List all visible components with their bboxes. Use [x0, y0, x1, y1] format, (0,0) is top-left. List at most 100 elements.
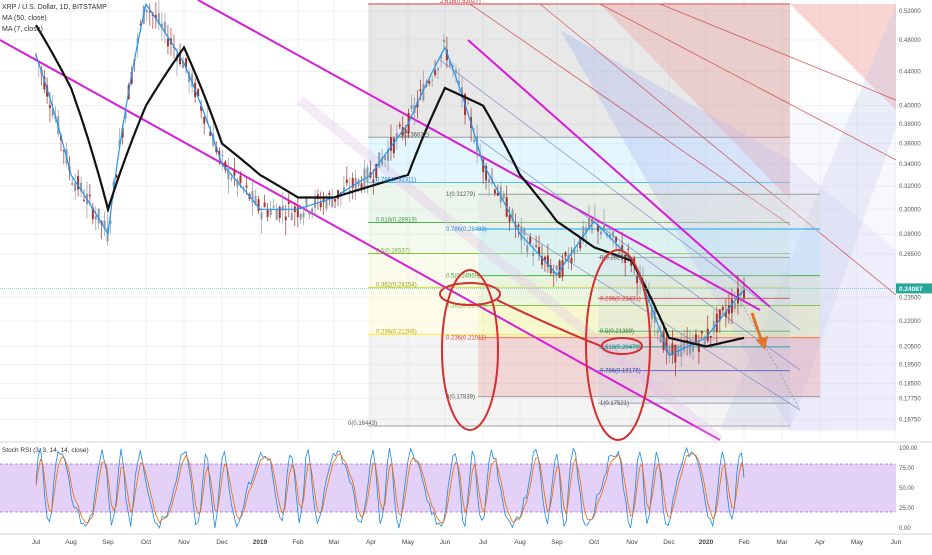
- projection-ray: [539, 3, 897, 296]
- candle-body: [743, 289, 745, 298]
- candle-body: [97, 208, 100, 224]
- annotation-ellipse-left: [441, 269, 499, 431]
- candle-body: [609, 234, 612, 239]
- candle-body: [431, 79, 434, 81]
- moving-averages: [35, 2, 745, 357]
- candle-body: [77, 175, 80, 190]
- candle-body: [182, 60, 185, 69]
- candle-body: [529, 237, 532, 244]
- candle-body: [254, 195, 257, 205]
- candle-body: [691, 342, 694, 352]
- candle-body: [535, 245, 538, 247]
- price-tick-label: 0.52000: [899, 9, 921, 15]
- candle-body: [428, 81, 431, 84]
- stoch-tick-label: 25.00: [899, 506, 915, 512]
- candle-body: [532, 252, 535, 257]
- candle-body: [736, 288, 739, 304]
- candle-body: [269, 208, 272, 215]
- candle-body: [526, 245, 529, 253]
- price-tick-label: 0.48000: [899, 38, 921, 44]
- candle-body: [573, 248, 576, 255]
- candle-body: [80, 182, 83, 192]
- candle-body: [582, 226, 585, 242]
- candle-body: [325, 199, 328, 209]
- candle-body: [139, 23, 142, 26]
- pitchfork-line: [439, 59, 801, 331]
- candle-body: [467, 103, 470, 105]
- stoch-tick-label: 0.00: [899, 526, 911, 532]
- time-tick-label: Apr: [815, 539, 826, 546]
- fib2-label: 1(0.31279): [446, 192, 475, 198]
- candle-body: [311, 208, 314, 214]
- candle-body: [272, 205, 275, 208]
- fib3-label: 0.618(0.20479): [600, 345, 641, 351]
- price-tick-label: 0.34000: [899, 162, 921, 168]
- candle-body: [612, 231, 615, 238]
- channel-upper-line: [197, 0, 761, 311]
- candle-body: [485, 165, 488, 181]
- candle-body: [697, 342, 700, 352]
- fib2-label: 0(0.17839): [446, 395, 475, 401]
- candle-body: [163, 21, 166, 32]
- candle-body: [555, 265, 558, 270]
- price-tick-label: 0.22000: [899, 319, 921, 325]
- candle-body: [284, 216, 287, 221]
- candle-body: [48, 105, 51, 109]
- candle-body: [627, 248, 630, 250]
- candle-body: [683, 339, 686, 352]
- candle-body: [546, 255, 549, 267]
- candle-body: [263, 202, 266, 207]
- candle-body: [351, 178, 354, 188]
- stoch-rsi-pane: Stoch RSI (3, 3, 14, 14, close) 100.00 75.…: [0, 441, 932, 532]
- price-tick-label: 0.16750: [899, 417, 921, 423]
- time-tick-label: Nov: [626, 539, 638, 546]
- candle-body: [727, 305, 730, 314]
- candle-body: [227, 166, 230, 180]
- ma-fast-legend[interactable]: MA (7, close): [2, 26, 43, 33]
- candle-body: [549, 265, 552, 274]
- candle-body: [166, 38, 169, 47]
- candle-body: [392, 138, 395, 154]
- candle-body: [665, 338, 668, 352]
- candle-body: [454, 69, 457, 73]
- candle-body: [442, 39, 445, 43]
- candle-body: [558, 260, 561, 278]
- candle-body: [686, 340, 689, 342]
- candle-body: [242, 187, 245, 189]
- candle-body: [511, 209, 514, 221]
- candle-body: [590, 219, 593, 221]
- time-tick-label: Nov: [178, 539, 190, 546]
- fib2-label: 0.382(0.22973): [446, 303, 487, 309]
- candle-body: [218, 150, 221, 157]
- candle-body: [552, 271, 555, 274]
- candle-body: [296, 207, 299, 218]
- candle-body: [112, 181, 115, 187]
- candle-body: [636, 275, 639, 284]
- candle-body: [419, 89, 422, 92]
- projection-ray: [469, 3, 791, 226]
- candle-body: [496, 192, 499, 196]
- candle-body: [718, 309, 721, 321]
- fib3-label: 0.786(0.19176): [600, 369, 641, 375]
- symbol-title[interactable]: XRP / U.S. Dollar, 1D, BITSTAMP: [2, 4, 107, 11]
- fib1-label: 2.618(0.53027): [440, 0, 481, 5]
- candle-body: [185, 58, 188, 68]
- down-arrow-shaft: [750, 312, 764, 343]
- candle-body: [733, 303, 736, 309]
- candle-body: [366, 167, 369, 183]
- price-tick-label: 0.18500: [899, 382, 921, 388]
- candle-body: [445, 49, 448, 61]
- candle-body: [404, 129, 407, 133]
- candle-body: [543, 256, 546, 261]
- candle-body: [62, 150, 65, 152]
- time-tick-label: Dec: [216, 539, 228, 546]
- candle-body: [375, 163, 378, 179]
- last-price-label: 0.24087: [899, 286, 923, 293]
- candle-body: [203, 116, 206, 124]
- ma-slow-legend[interactable]: MA (50, close): [2, 15, 47, 22]
- candle-body: [630, 260, 633, 266]
- annotation-connector: [496, 299, 602, 347]
- ma-fast-line: [35, 2, 745, 357]
